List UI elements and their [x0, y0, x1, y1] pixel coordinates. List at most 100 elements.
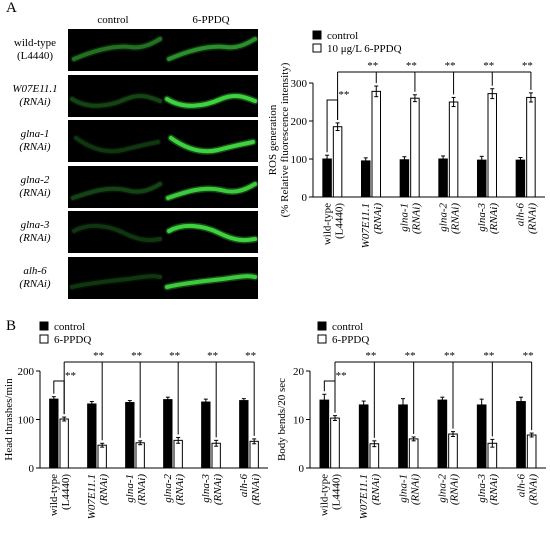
category-gene: glna-2	[437, 474, 449, 503]
bar-control	[360, 160, 371, 198]
bar-control	[163, 399, 173, 469]
x-tick-label: glna-1 (RNAi)	[397, 474, 421, 505]
row-sub: (L4440)	[16, 50, 54, 62]
significance-label: **	[169, 350, 180, 362]
worm-image	[68, 272, 163, 290]
category-gene: glna-3	[476, 203, 488, 232]
significance-label: **	[207, 350, 218, 362]
legend-label-treated: 6-PPDQ	[332, 334, 369, 346]
legend-swatch-treated	[39, 334, 49, 344]
legend-swatch-treated	[317, 334, 327, 344]
legend-swatch-control	[312, 30, 322, 40]
bar-treated	[526, 434, 537, 469]
row-gene: wild-type	[13, 37, 57, 49]
worm-image	[70, 35, 163, 63]
significance-label: **	[365, 350, 376, 362]
bar-control	[87, 403, 97, 469]
significance-label: **	[444, 350, 455, 362]
significance-label: **	[65, 370, 76, 382]
x-tick-label: W07E11.1 (RNAi)	[86, 474, 110, 520]
bar-treated	[369, 443, 380, 469]
category-gene: glna-3	[200, 474, 212, 503]
row-sub: (RNAi)	[19, 141, 51, 153]
worm-image	[69, 180, 163, 201]
worm-body	[166, 181, 257, 200]
worm-glow	[72, 134, 162, 155]
category-sub: (RNAi)	[411, 203, 423, 234]
worm-body	[167, 224, 257, 243]
bar-control	[516, 401, 526, 469]
y-tick-label: 0	[299, 463, 305, 475]
row-sub: (RNAi)	[19, 95, 51, 108]
y-axis-label: ROS generation	[267, 104, 279, 175]
legend-label-treated: 10 μg/L 6-PPDQ	[327, 43, 402, 55]
worm-image	[68, 91, 163, 109]
category-sub: (L4440)	[60, 474, 72, 510]
micrograph-row-label: alh-6 (RNAi)	[0, 265, 70, 291]
bar-treated	[249, 440, 259, 469]
bar-treated	[371, 90, 382, 198]
category-gene: glna-1	[397, 474, 409, 503]
category-sub: (L4440)	[333, 203, 345, 239]
significance-label: **	[483, 60, 494, 72]
bar-treated	[59, 418, 69, 469]
worm-image	[163, 272, 258, 290]
bar-control	[438, 158, 448, 198]
worm-image	[72, 134, 162, 155]
y-axis-label: Head thrashes/min	[3, 378, 15, 461]
bar-treated	[173, 439, 183, 469]
y-tick-label: 200	[18, 366, 35, 378]
category-sub: (RNAi)	[98, 474, 110, 505]
bar-control	[515, 159, 526, 198]
x-tick-label: glna-2 (RNAi)	[437, 474, 461, 506]
category-gene: alh-6	[515, 203, 527, 227]
worm-glow	[68, 91, 163, 109]
micrograph-treated	[163, 74, 258, 117]
legend-swatch-control	[317, 321, 327, 331]
y-tick-label: 100	[291, 154, 308, 166]
micrograph-row-label: glna-1 (RNAi)	[0, 128, 70, 154]
bar-control	[437, 399, 448, 469]
category-gene: W07E11.1	[358, 474, 370, 519]
significance-label: **	[406, 60, 417, 72]
category-sub: (RNAi)	[250, 474, 262, 505]
micrograph-row-label: W07E11.1 (RNAi)	[0, 83, 70, 109]
legend-label-control: control	[332, 321, 363, 333]
category-gene: alh-6	[515, 474, 527, 498]
category-sub: (RNAi)	[449, 203, 461, 234]
micrograph-treated	[163, 165, 258, 208]
category-sub: (RNAi)	[527, 203, 539, 234]
bar-treated	[330, 417, 340, 469]
row-sub: (RNAi)	[19, 232, 51, 244]
micrograph-treated	[163, 211, 258, 253]
bar-control	[476, 404, 487, 469]
bar-control	[358, 404, 369, 469]
x-tick-label: wild-type (L4440)	[48, 474, 72, 517]
panel-b-letter: B	[6, 318, 17, 334]
bar-control	[322, 158, 332, 198]
category-gene: wild-type	[319, 474, 331, 516]
row-gene: W07E11.1	[12, 82, 58, 95]
ros-chart: 0 100 200 300 ROS generation (% Relative fluo…	[267, 30, 545, 248]
category-gene: wild-type	[321, 203, 333, 245]
legend-label-control: control	[54, 321, 85, 333]
bar-control	[399, 159, 410, 198]
micrograph-control	[68, 29, 163, 71]
category-sub: (RNAi)	[488, 203, 500, 234]
legend-label-treated: 6-PPDQ	[54, 334, 91, 346]
significance-label: **	[523, 350, 534, 362]
category-gene: glna-2	[162, 474, 174, 503]
bar-control	[49, 398, 59, 469]
worm-body	[70, 273, 162, 289]
worm-body	[74, 136, 160, 154]
significance-label: **	[131, 350, 142, 362]
bar-control	[476, 159, 487, 198]
bar-treated	[448, 101, 459, 198]
y-tick-label: 20	[293, 366, 305, 378]
category-sub: (RNAi)	[409, 474, 421, 505]
category-gene: glna-1	[124, 474, 136, 503]
category-gene: W07E11.1	[360, 203, 372, 248]
micrograph-control	[68, 74, 163, 117]
